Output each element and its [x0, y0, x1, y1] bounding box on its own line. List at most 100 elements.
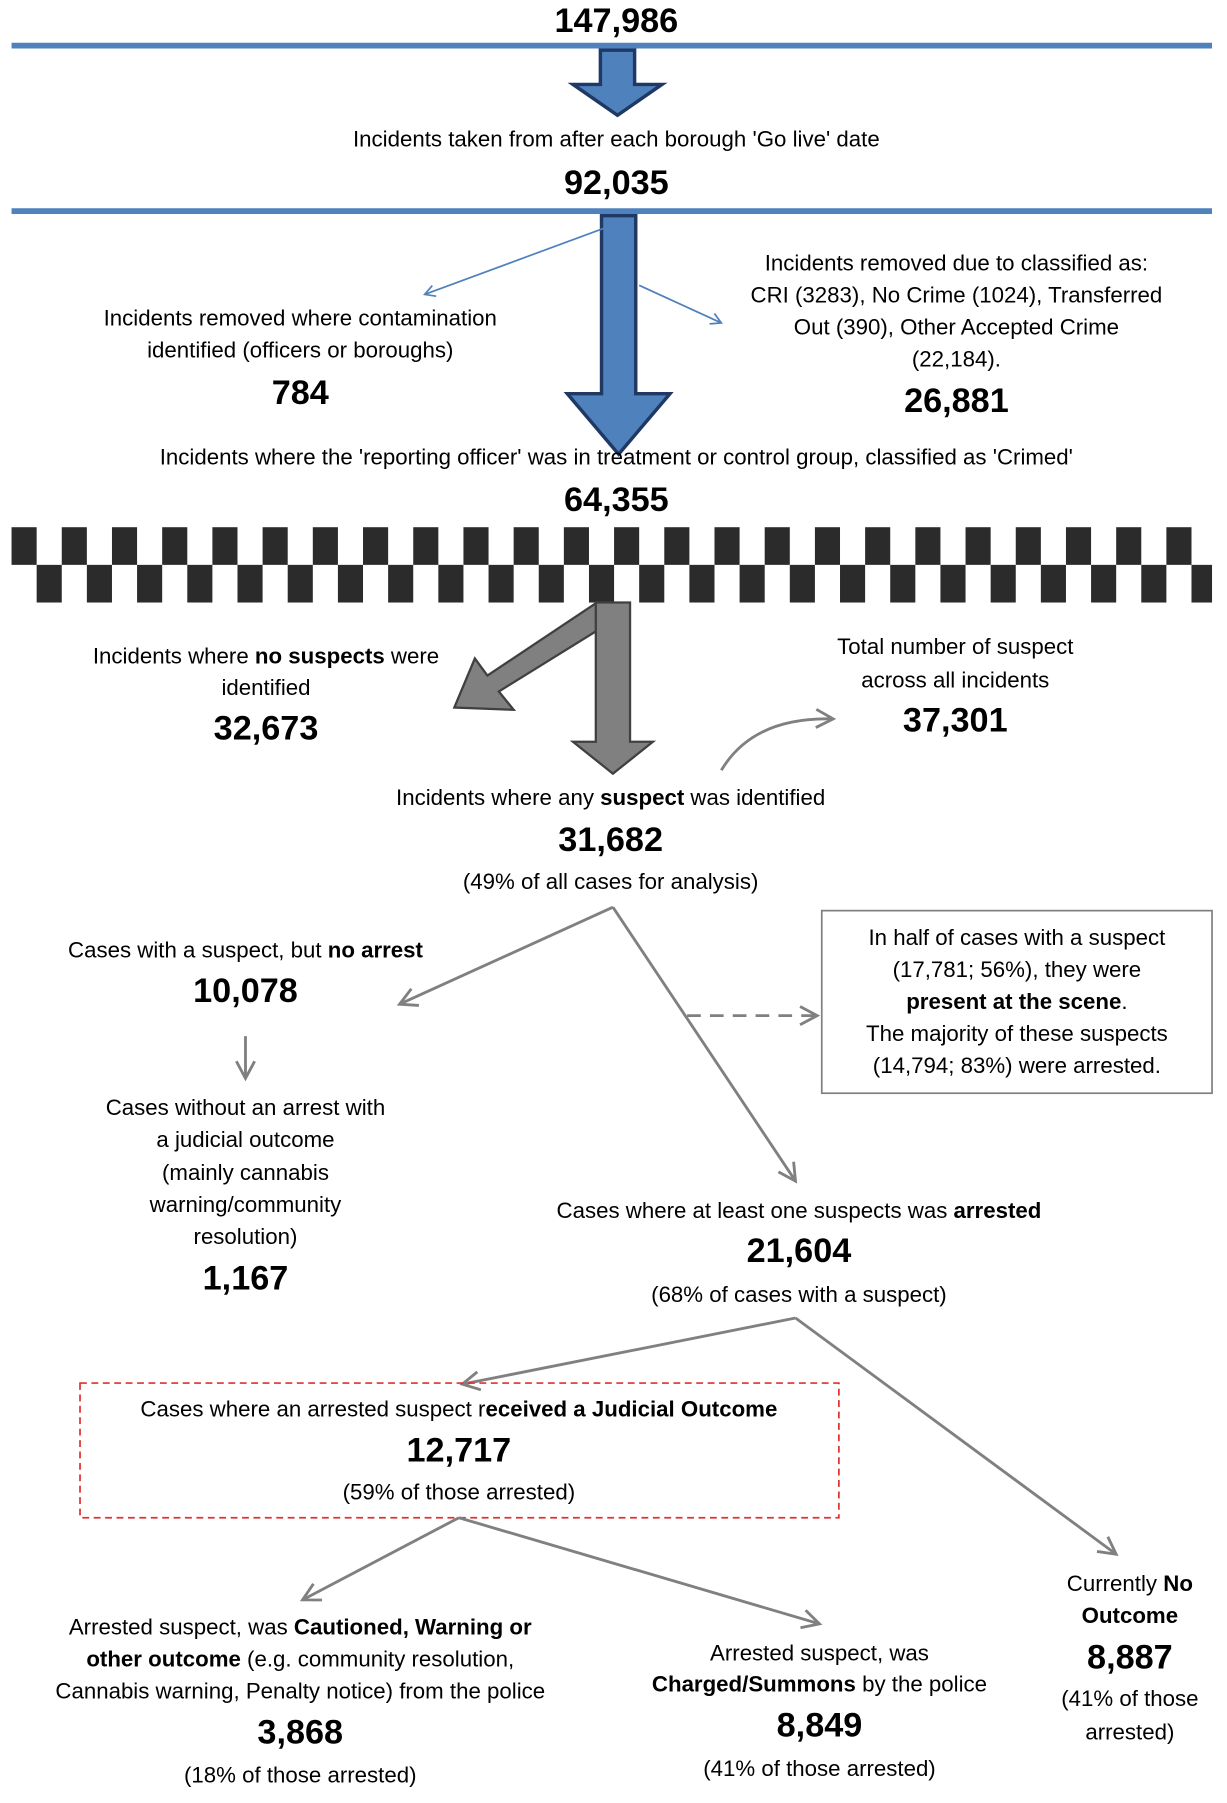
node-text: (22,184). — [912, 346, 1001, 371]
checker-square — [940, 564, 966, 603]
node-value: 8,849 — [777, 1707, 863, 1745]
checker-square — [61, 527, 87, 565]
arrow — [794, 1316, 1119, 1557]
node-note: (59% of those arrested) — [343, 1480, 576, 1505]
text: Arrested suspect, was — [69, 1614, 294, 1639]
node-text: Arrested suspect, was — [710, 1641, 929, 1666]
arrow — [459, 1316, 796, 1392]
checker-square — [137, 564, 163, 603]
node-text: Cases where an arrested suspect received… — [140, 1396, 777, 1421]
node-value: 32,673 — [214, 709, 319, 747]
node-text: resolution) — [194, 1224, 298, 1249]
node-text: across all incidents — [861, 667, 1049, 692]
text: (mainly cannabis — [162, 1160, 329, 1185]
checker-square — [111, 527, 138, 565]
bold-text: other outcome — [86, 1646, 241, 1671]
text: Incidents taken from after each borough … — [353, 126, 880, 151]
checker-square — [789, 564, 815, 603]
text: (22,184). — [912, 346, 1001, 371]
bold-text: suspect — [600, 785, 685, 810]
arrow — [452, 601, 615, 712]
node-note: (41% of those — [1061, 1686, 1198, 1711]
text: identified (officers or boroughs) — [147, 337, 453, 362]
arrow — [299, 1516, 460, 1602]
checker-square — [764, 527, 790, 565]
arrow — [567, 48, 668, 118]
node-text: Total number of suspect — [837, 634, 1074, 659]
text: Cases with a suspect, but — [68, 938, 328, 963]
node-value: 26,881 — [904, 382, 1009, 420]
bold-text: eceived a Judicial Outcome — [485, 1396, 777, 1421]
node-text: Charged/Summons by the police — [652, 1671, 987, 1696]
note-box — [820, 909, 1213, 1095]
text: Out (390), Other Accepted Crime — [794, 315, 1119, 340]
bold-text: Charged/Summons — [652, 1671, 856, 1696]
node-text: present at the scene. — [906, 989, 1127, 1014]
checker-square — [488, 564, 514, 603]
checker-square — [664, 527, 690, 565]
checker-square — [639, 564, 665, 603]
arrow — [422, 222, 617, 298]
node-text: Incidents removed where contamination — [104, 305, 497, 330]
checker-square — [287, 564, 313, 603]
node-text: (mainly cannabis — [162, 1160, 329, 1185]
node-text: Out (390), Other Accepted Crime — [794, 315, 1119, 340]
text: across all incidents — [861, 667, 1049, 692]
checker-square — [739, 564, 765, 603]
text: . — [1121, 989, 1127, 1014]
node-text: (14,794; 83%) were arrested. — [873, 1053, 1161, 1078]
checker-square — [1141, 564, 1167, 603]
text: a judicial outcome — [156, 1127, 334, 1152]
checker-square — [513, 527, 539, 565]
node-value: 784 — [272, 374, 329, 412]
text: Cases where an arrested suspect r — [140, 1396, 486, 1421]
text: CRI (3283), No Crime (1024), Transferred — [751, 283, 1163, 308]
text: Incidents removed due to classified as: — [765, 251, 1148, 276]
checker-square — [1116, 527, 1142, 565]
node-text: Cases where at least one suspects was ar… — [557, 1198, 1042, 1223]
text: In half of cases with a suspect — [868, 925, 1166, 950]
arrow — [638, 284, 723, 325]
node-text: Incidents where the 'reporting officer' … — [160, 445, 1073, 470]
bold-text: Cautioned, Warning or — [294, 1614, 532, 1639]
node-text: In half of cases with a suspect — [868, 925, 1166, 950]
bold-text: no suspects — [255, 643, 385, 668]
node-text: Arrested suspect, was Cautioned, Warning… — [69, 1614, 532, 1639]
text: Incidents where any — [396, 785, 600, 810]
text: Total number of suspect — [837, 634, 1074, 659]
checker-square — [463, 527, 489, 565]
text: Currently — [1067, 1571, 1163, 1596]
checker-square — [814, 527, 841, 565]
text: Incidents where — [93, 643, 255, 668]
bold-text: no arrest — [328, 938, 424, 963]
node-value: 12,717 — [407, 1432, 512, 1470]
node-value: 31,682 — [558, 821, 663, 859]
node-text: Incidents taken from after each borough … — [353, 126, 880, 151]
checker-square — [1040, 564, 1066, 603]
text: resolution) — [194, 1224, 298, 1249]
checker-square — [1191, 564, 1213, 603]
text: Incidents where the 'reporting officer' … — [160, 445, 1073, 470]
text: (17,781; 56%), they were — [893, 957, 1142, 982]
node-text: (17,781; 56%), they were — [893, 957, 1142, 982]
node-text: Cases with a suspect, but no arrest — [68, 938, 424, 963]
checker-square — [890, 564, 916, 603]
checker-square — [1091, 564, 1117, 603]
checker-square — [1166, 527, 1192, 565]
checker-square — [915, 527, 941, 565]
node-text: a judicial outcome — [156, 1127, 334, 1152]
node-text: Cannabis warning, Penalty notice) from t… — [55, 1678, 545, 1703]
node-value: 1,167 — [203, 1259, 289, 1297]
text: The majority of these suspects — [866, 1021, 1168, 1046]
checker-square — [614, 527, 640, 565]
text: Cases without an arrest with — [106, 1095, 385, 1120]
checker-square — [840, 564, 866, 603]
bold-text: No — [1163, 1571, 1193, 1596]
node-text: CRI (3283), No Crime (1024), Transferred — [751, 283, 1163, 308]
bold-text: arrested — [954, 1198, 1042, 1223]
node-text: Incidents removed due to classified as: — [765, 251, 1148, 276]
checker-square — [162, 527, 188, 565]
checker-square — [36, 564, 62, 603]
checker-square — [538, 564, 564, 603]
